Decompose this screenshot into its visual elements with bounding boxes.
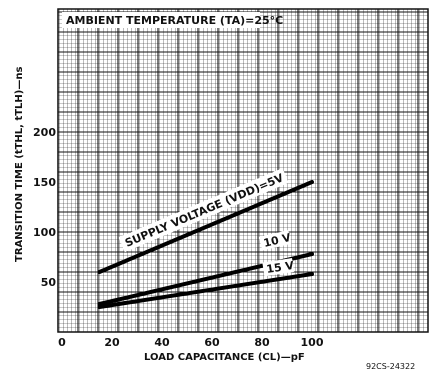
ticks-group: 0 20 40 60 80 100 50 100 150 200 (33, 126, 324, 349)
x-tick-label: 60 (204, 336, 220, 349)
major-grid (57, 9, 428, 333)
title-box (62, 12, 260, 28)
y-axis-title: TRANSITION TIME (tTHL, tTLH)—ns (14, 67, 25, 262)
x-tick-label: 0 (58, 336, 66, 349)
x-tick-label: 20 (104, 336, 120, 349)
series-line-5v (97, 180, 314, 274)
x-tick-label: 40 (154, 336, 170, 349)
series-label-10v-bg (259, 230, 292, 251)
series-label-5v-bg (118, 168, 289, 253)
y-tick-label: 100 (33, 226, 56, 239)
y-tick-label: 200 (33, 126, 56, 139)
series-label-10v: 10 V (262, 231, 292, 250)
series-label-15v-bg (262, 257, 295, 277)
y-tick-label: 150 (33, 176, 56, 189)
x-tick-label: 80 (254, 336, 270, 349)
series-label-15v: 15 V (265, 259, 295, 276)
x-tick-label: 100 (301, 336, 324, 349)
y-tick-label: 50 (41, 276, 57, 289)
plot-area (57, 8, 429, 333)
figure-id: 92CS-24322 (366, 362, 415, 371)
series-line-15v (97, 272, 314, 309)
x-axis-title: LOAD CAPACITANCE (CL)—pF (144, 352, 305, 363)
chart-title: AMBIENT TEMPERATURE (TA)=25°C (66, 14, 283, 27)
